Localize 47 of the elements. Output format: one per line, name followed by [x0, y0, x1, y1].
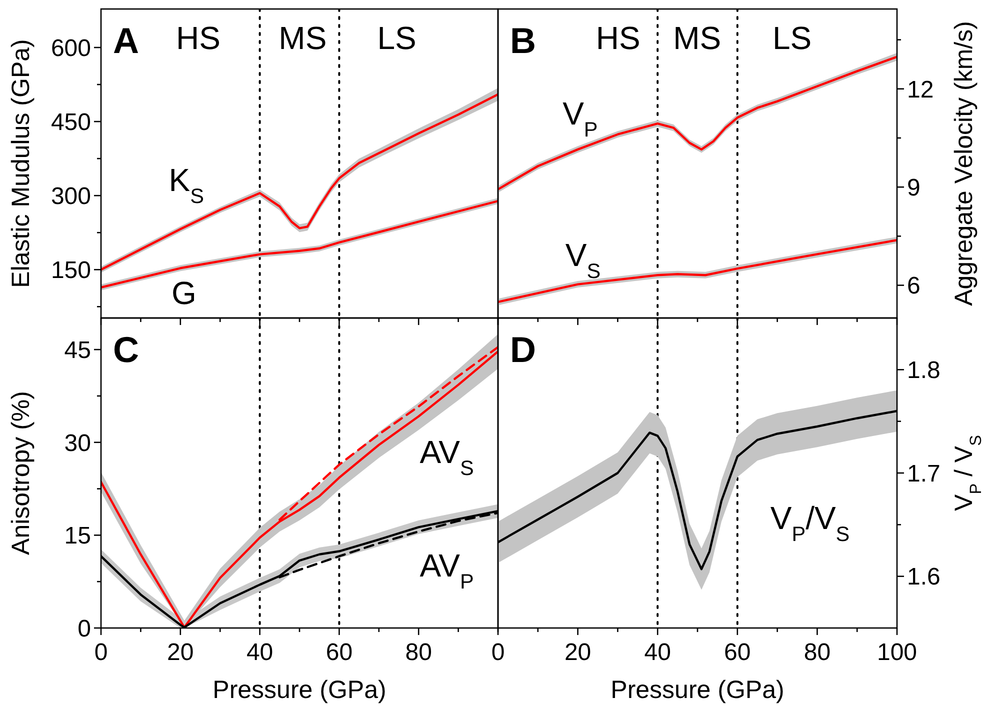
y-axis-title: Elastic Mudulus (GPa) — [7, 39, 35, 288]
y2-tick-label: 9 — [907, 174, 920, 202]
annotation: G — [172, 275, 196, 312]
x-tick-label: 60 — [724, 639, 751, 666]
annotation: AV$_{S}$ — [420, 434, 474, 480]
x-axis-title: Pressure (GPa) — [212, 676, 386, 704]
annotation: HS — [596, 20, 640, 56]
annotation: LS — [772, 20, 812, 56]
annotation: MS — [673, 20, 722, 56]
y-tick-label: 150 — [50, 257, 91, 284]
x-tick-label: 60 — [326, 639, 353, 666]
y2-tick-label: 1.6 — [907, 564, 940, 591]
x-axis-title: Pressure (GPa) — [610, 676, 784, 704]
annotation: AV$_{P}$ — [420, 547, 474, 593]
y2-tick-label: 6 — [907, 272, 920, 300]
y-tick-label: 45 — [64, 336, 91, 364]
x-tick-label: 100 — [876, 639, 918, 666]
y2-tick-label: 12 — [907, 76, 934, 104]
x-tick-label: 0 — [94, 639, 108, 666]
x-tick-label: 80 — [405, 639, 432, 666]
x-tick-label: 20 — [564, 639, 592, 666]
chart-title: D — [510, 329, 536, 370]
x-tick-label: 40 — [644, 639, 671, 666]
x-tick-label: 20 — [167, 639, 194, 666]
chart-title: B — [510, 20, 536, 61]
y-tick-label: 600 — [50, 34, 91, 62]
y-tick-label: 30 — [64, 430, 91, 457]
annotation: HS — [176, 20, 220, 56]
y2-axis-title: Aggregate Velocity (km/s) — [950, 21, 978, 306]
chart-title: C — [113, 329, 139, 370]
chart-title: A — [113, 20, 139, 61]
y-tick-label: 300 — [50, 182, 91, 210]
y2-tick-label: 1.7 — [907, 460, 940, 488]
x-tick-label: 0 — [491, 639, 505, 666]
annotation: LS — [377, 20, 416, 56]
annotation: V$_{P}$ — [562, 95, 598, 141]
y-tick-label: 450 — [50, 108, 91, 136]
y-tick-label: 15 — [64, 522, 91, 550]
annotation: V$_{P}$/V$_{S}$ — [770, 500, 850, 546]
x-tick-label: 40 — [246, 639, 274, 666]
x-tick-label: 80 — [804, 639, 831, 666]
annotation: MS — [278, 20, 327, 56]
annotation: V$_{S}$ — [565, 237, 601, 283]
y-tick-label: 0 — [78, 615, 91, 642]
annotation: K$_{S}$ — [168, 162, 204, 208]
y-axis-title: Anisotropy (%) — [7, 391, 35, 555]
y2-tick-label: 1.8 — [907, 357, 940, 384]
